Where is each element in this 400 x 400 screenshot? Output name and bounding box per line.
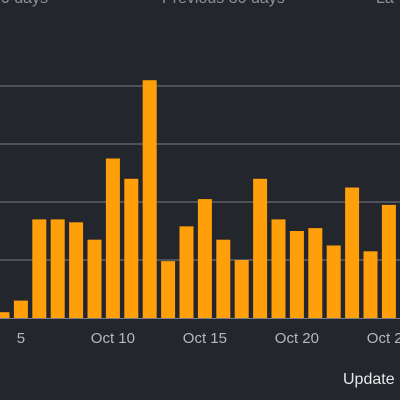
bar-day-14 — [179, 226, 194, 318]
bar-day-23 — [345, 187, 360, 318]
bar-day-22 — [326, 245, 341, 318]
bar-day-24 — [363, 251, 378, 318]
x-tick-label-5: 5 — [17, 330, 25, 347]
bar-day-6 — [32, 219, 47, 318]
bar-day-18 — [253, 178, 268, 318]
bar-day-25 — [381, 204, 396, 318]
bar-day-13 — [161, 261, 176, 318]
x-tick-label-25: Oct 25 — [367, 330, 400, 347]
period-tabs: 30 days Previous 30 days La — [0, 0, 400, 10]
bar-day-4 — [0, 312, 10, 318]
bar-day-15 — [197, 199, 212, 318]
x-tick-label-15: Oct 15 — [183, 330, 227, 347]
bar-day-11 — [124, 178, 139, 318]
bar-day-9 — [87, 239, 102, 318]
updated-label: Update — [343, 371, 395, 388]
bar-day-16 — [216, 239, 231, 318]
bar-day-17 — [234, 260, 249, 318]
bar-day-7 — [50, 219, 65, 318]
tab-last-30-days[interactable]: 30 days — [0, 0, 48, 8]
bar-day-21 — [308, 228, 323, 318]
bar-day-20 — [289, 231, 304, 318]
bar-day-12 — [142, 80, 157, 318]
bar-day-5 — [13, 300, 28, 318]
tab-last[interactable]: La — [376, 0, 394, 8]
bar-day-8 — [69, 222, 84, 318]
bar-day-19 — [271, 219, 286, 318]
tab-previous-30-days[interactable]: Previous 30 days — [162, 0, 285, 8]
bar-day-10 — [105, 158, 120, 318]
x-tick-label-10: Oct 10 — [91, 330, 135, 347]
x-tick-label-20: Oct 20 — [275, 330, 319, 347]
